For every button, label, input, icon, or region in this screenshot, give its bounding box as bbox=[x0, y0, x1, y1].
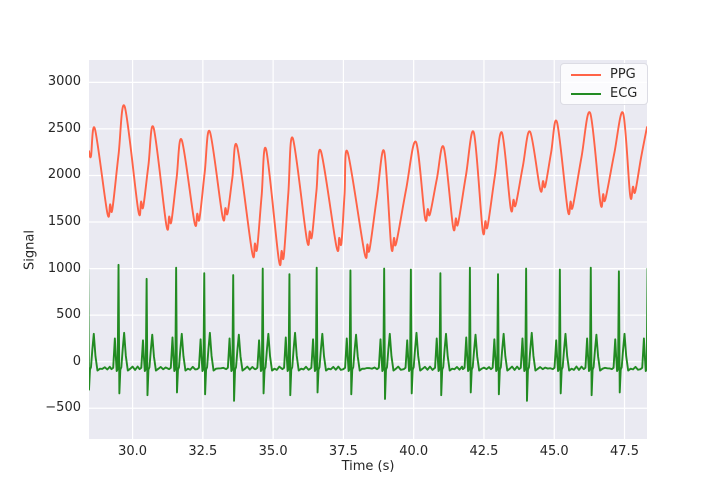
x-tick-label: 32.5 bbox=[188, 444, 218, 459]
y-tick-label: 2000 bbox=[47, 167, 81, 183]
legend-label-ecg: ECG bbox=[610, 86, 638, 101]
x-tick-label: 30.0 bbox=[118, 444, 148, 459]
ppg-line-swatch bbox=[571, 73, 601, 76]
y-tick-label: 2500 bbox=[47, 120, 81, 136]
y-tick-label: 500 bbox=[56, 307, 81, 323]
y-tick-label: 0 bbox=[72, 353, 81, 369]
y-tick-label: 3000 bbox=[47, 74, 81, 90]
legend-row-ecg: ECG bbox=[561, 85, 647, 102]
ecg-line-swatch bbox=[571, 92, 601, 95]
y-tick-label: 1500 bbox=[47, 214, 81, 230]
y-tick-label: 1000 bbox=[47, 260, 81, 276]
legend-row-ppg: PPG bbox=[561, 66, 647, 83]
x-tick-label: 45.0 bbox=[539, 444, 569, 459]
legend-label-ppg: PPG bbox=[610, 67, 636, 82]
y-tick-label: −500 bbox=[45, 400, 81, 416]
y-axis-label: Signal bbox=[22, 229, 38, 270]
x-axis-label: Time (s) bbox=[341, 459, 395, 474]
x-tick-label: 37.5 bbox=[328, 444, 358, 459]
x-tick-label: 42.5 bbox=[469, 444, 499, 459]
x-tick-label: 47.5 bbox=[610, 444, 639, 459]
x-tick-label: 40.0 bbox=[399, 444, 429, 459]
x-tick-label: 35.0 bbox=[258, 444, 288, 459]
legend: PPG ECG bbox=[560, 63, 648, 105]
